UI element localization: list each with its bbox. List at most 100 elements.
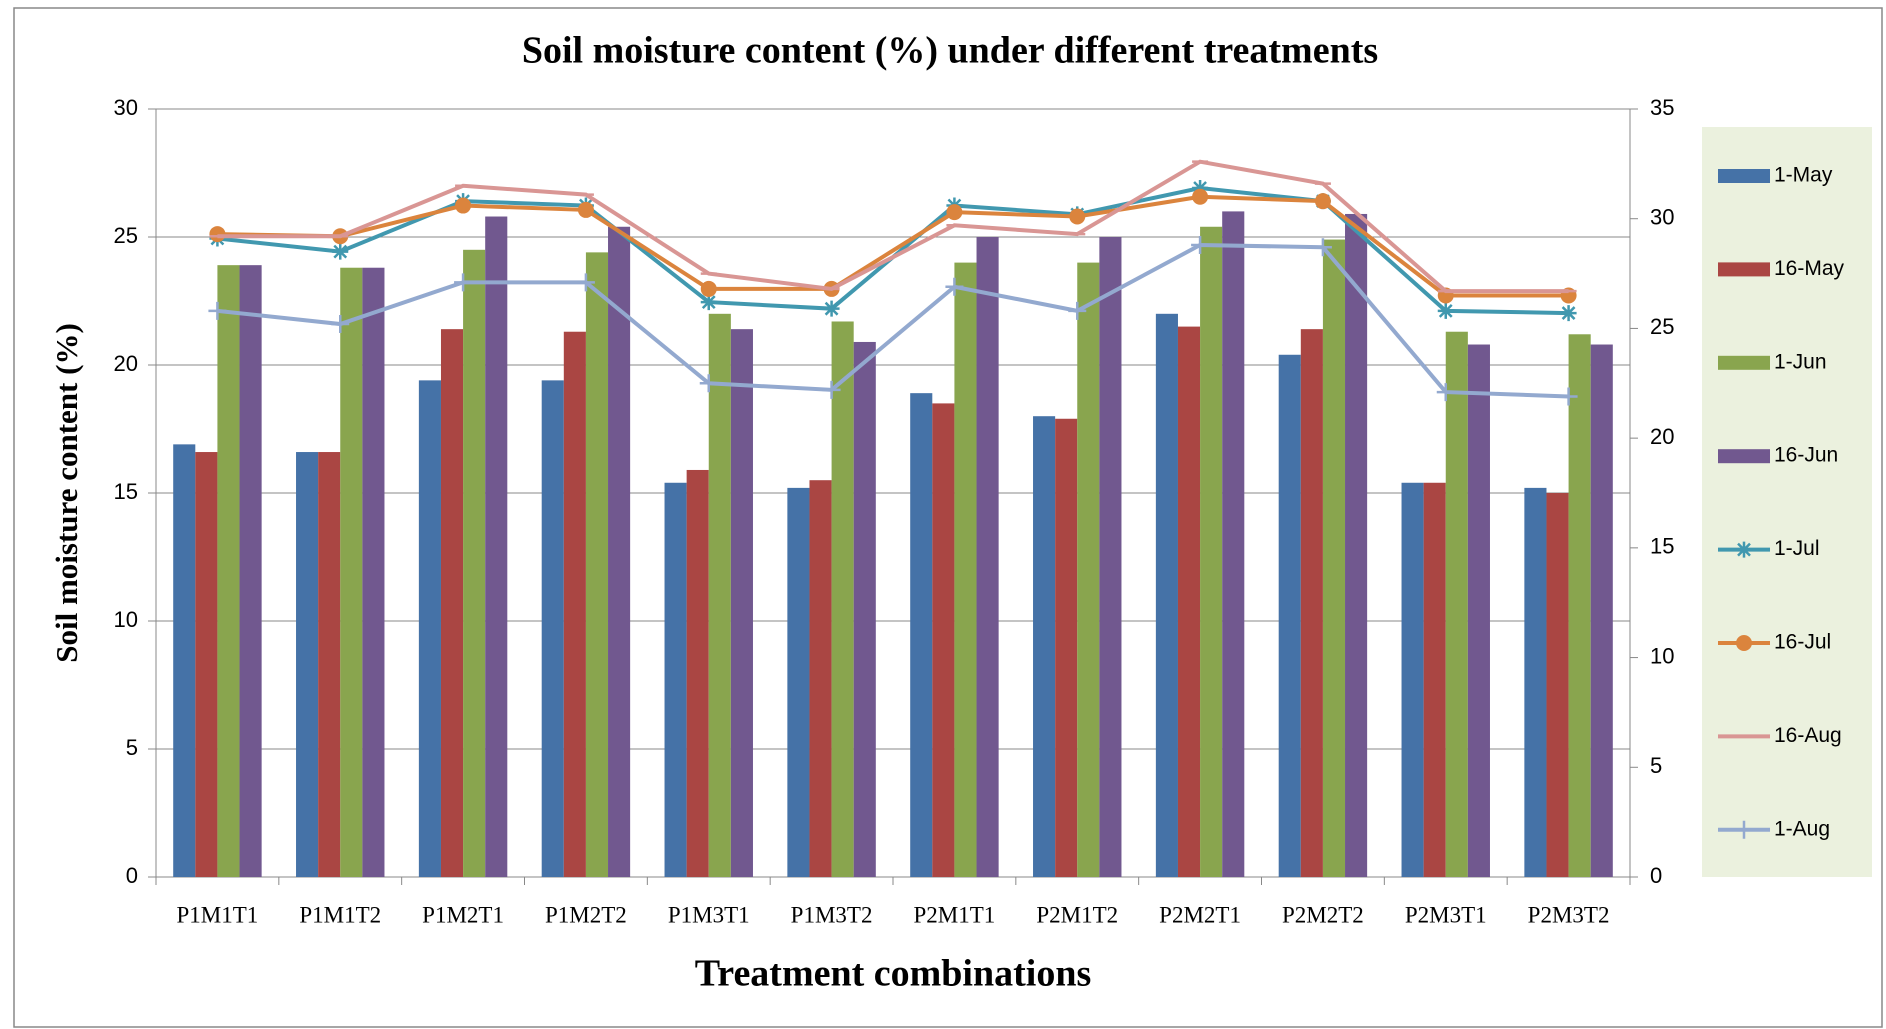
bar <box>1524 487 1547 877</box>
bar <box>173 444 196 877</box>
bar <box>440 329 464 877</box>
x-tick-label: P2M3T1 <box>1405 902 1487 927</box>
line-marker <box>1736 635 1752 651</box>
line-marker <box>1560 305 1577 322</box>
legend-label: 1-Aug <box>1774 817 1830 840</box>
y2-tick-label: 15 <box>1650 534 1674 559</box>
bar <box>809 480 832 877</box>
bar <box>1423 482 1446 877</box>
bar <box>1177 326 1201 878</box>
line-marker <box>1735 820 1753 839</box>
y-tick-label: 15 <box>114 479 138 504</box>
line <box>217 194 1569 298</box>
legend-label: 1-Jun <box>1774 350 1827 373</box>
bar <box>239 265 262 877</box>
bar <box>463 249 486 878</box>
legend-swatch <box>1718 449 1770 464</box>
bar <box>1546 493 1569 877</box>
bar <box>954 262 977 878</box>
bar <box>217 265 240 877</box>
x-tick-label: P2M1T2 <box>1036 902 1118 927</box>
bar <box>340 267 363 878</box>
bar <box>195 452 218 877</box>
bar <box>1590 344 1613 877</box>
bar <box>1099 237 1122 877</box>
bar <box>787 487 810 877</box>
y-axis-title: Soil moisture content (%) <box>49 323 84 663</box>
y-tick-label: 30 <box>114 95 138 120</box>
y2-tick-label: 30 <box>1650 205 1674 230</box>
bar <box>1467 344 1490 877</box>
bar <box>296 452 319 877</box>
y2-tick-label: 0 <box>1650 863 1662 888</box>
line-marker <box>1313 238 1332 257</box>
bar <box>1222 211 1245 877</box>
bar <box>541 380 564 877</box>
line <box>217 159 1569 294</box>
bar <box>730 329 753 877</box>
line-marker <box>332 243 349 260</box>
line-marker <box>1436 383 1455 402</box>
legend-label: 16-Aug <box>1774 724 1842 747</box>
x-tick-label: P2M3T2 <box>1528 902 1610 927</box>
line-marker <box>700 280 717 297</box>
legend-box <box>1702 127 1872 877</box>
bar <box>1077 262 1100 878</box>
line-marker <box>455 197 472 214</box>
bar <box>932 403 955 877</box>
legend-label: 1-Jul <box>1774 537 1820 560</box>
line-marker <box>209 226 226 243</box>
bar <box>418 380 441 877</box>
line-marker <box>454 273 473 292</box>
bar <box>585 252 609 878</box>
bar <box>608 226 631 877</box>
line-marker <box>577 201 594 218</box>
line-marker <box>1192 188 1209 205</box>
y2-tick-label: 35 <box>1650 95 1674 120</box>
y2-tick-label: 25 <box>1650 314 1674 339</box>
line <box>217 243 1569 399</box>
x-tick-label: P1M1T1 <box>177 902 259 927</box>
bar <box>831 321 854 878</box>
bar <box>1155 313 1178 877</box>
line-marker <box>208 301 227 320</box>
bar <box>1300 329 1323 877</box>
legend-swatch <box>1718 355 1770 370</box>
x-tick-label: P1M2T1 <box>422 902 504 927</box>
legend-swatch <box>1718 262 1770 277</box>
y-tick-label: 20 <box>114 351 138 376</box>
bar <box>1033 416 1056 877</box>
bar <box>318 452 341 877</box>
x-tick-label: P1M3T2 <box>791 902 873 927</box>
line-marker <box>1192 179 1209 196</box>
bar <box>1445 331 1468 878</box>
bar <box>485 216 508 877</box>
legend-label: 1-May <box>1774 164 1833 187</box>
bar <box>563 331 586 878</box>
y-tick-label: 5 <box>126 735 138 760</box>
bar <box>976 237 999 877</box>
line-marker <box>700 294 717 311</box>
line-marker <box>823 300 840 317</box>
legend-label: 16-Jul <box>1774 631 1831 654</box>
bar <box>1055 418 1078 877</box>
legend-label: 16-Jun <box>1774 444 1838 467</box>
line-marker <box>822 380 841 399</box>
line-marker <box>1736 541 1752 558</box>
line-marker <box>699 374 718 393</box>
bar <box>664 482 687 877</box>
y-tick-label: 0 <box>126 863 138 888</box>
x-tick-label: P2M2T2 <box>1282 902 1364 927</box>
bar <box>910 393 933 877</box>
chart-title: Soil moisture content (%) under differen… <box>522 30 1378 72</box>
line-marker <box>1437 302 1454 319</box>
x-tick-label: P1M1T2 <box>299 902 381 927</box>
line-marker <box>331 315 350 334</box>
y-tick-label: 10 <box>114 607 138 632</box>
x-tick-label: P1M3T1 <box>668 902 750 927</box>
y2-tick-label: 10 <box>1650 643 1674 668</box>
line-marker <box>1314 193 1331 210</box>
line-marker <box>1068 301 1087 320</box>
y-tick-label: 25 <box>114 223 138 248</box>
